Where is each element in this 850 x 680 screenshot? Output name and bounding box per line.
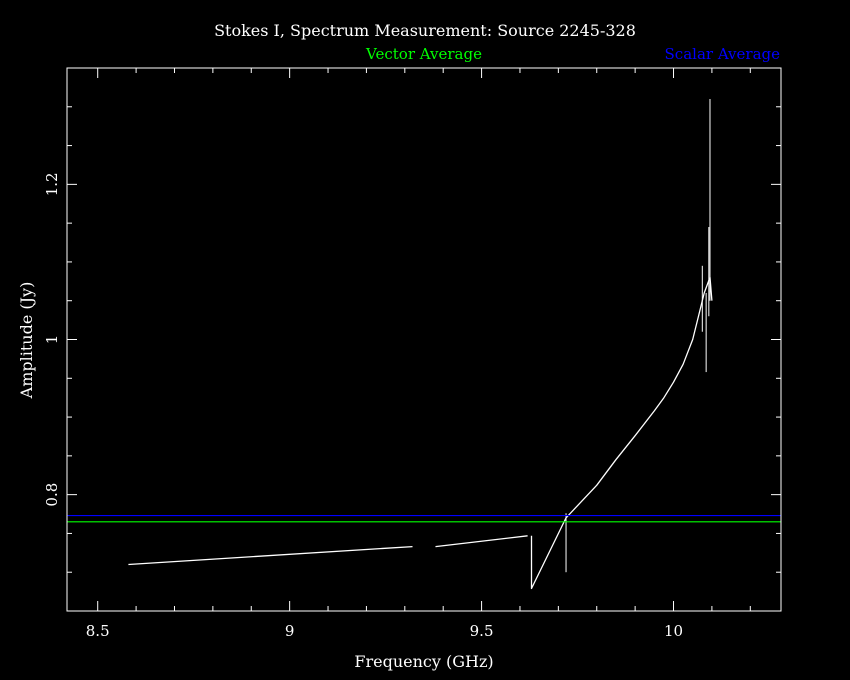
y-axis-label: Amplitude (Jy) bbox=[17, 282, 36, 400]
x-tick-label: 9.5 bbox=[470, 622, 494, 640]
y-tick-label: 1 bbox=[43, 335, 61, 345]
y-tick-label: 1.2 bbox=[43, 172, 61, 196]
axis-ticks: 8.5 9 9.5 10 0.8 1 1.2 bbox=[43, 67, 781, 640]
x-tick-label: 8.5 bbox=[86, 622, 110, 640]
x-tick-label: 10 bbox=[664, 622, 683, 640]
y-tick-label: 0.8 bbox=[43, 483, 61, 507]
plot-area bbox=[67, 99, 781, 590]
spectrum-segment-1 bbox=[128, 545, 413, 566]
legend-scalar-average: Scalar Average bbox=[665, 45, 781, 63]
x-axis-label: Frequency (GHz) bbox=[354, 652, 493, 671]
spectrum-segment-2 bbox=[435, 535, 528, 548]
x-tick-label: 9 bbox=[285, 622, 295, 640]
spectrum-segment-3 bbox=[530, 276, 713, 590]
plot-frame bbox=[66, 67, 782, 612]
legend-vector-average: Vector Average bbox=[365, 45, 482, 63]
chart-title: Stokes I, Spectrum Measurement: Source 2… bbox=[214, 21, 636, 40]
